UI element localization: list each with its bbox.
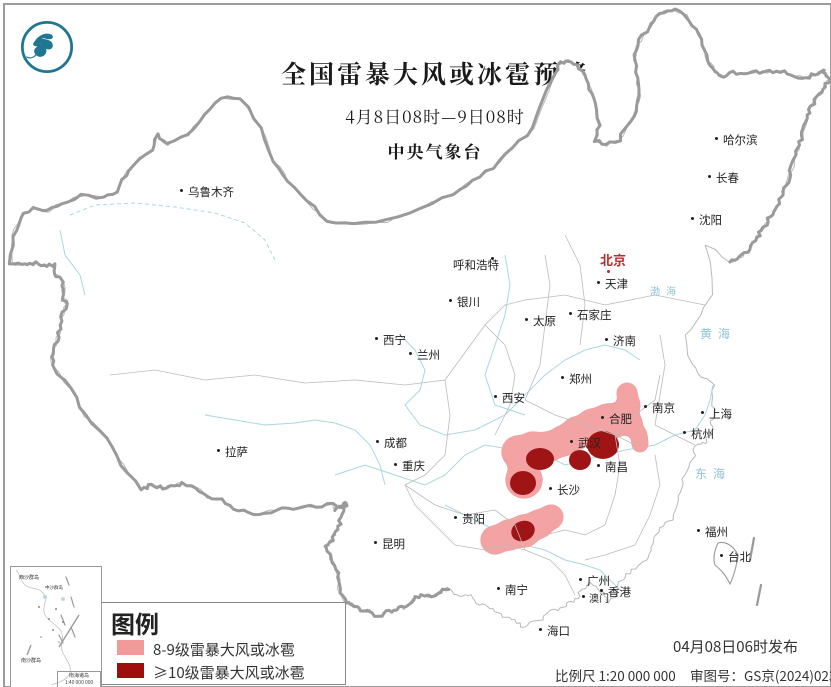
svg-text:西沙群岛: 西沙群岛 [19,574,39,581]
svg-text:中沙群岛: 中沙群岛 [45,584,63,591]
svg-text:南沙群岛: 南沙群岛 [21,657,41,664]
